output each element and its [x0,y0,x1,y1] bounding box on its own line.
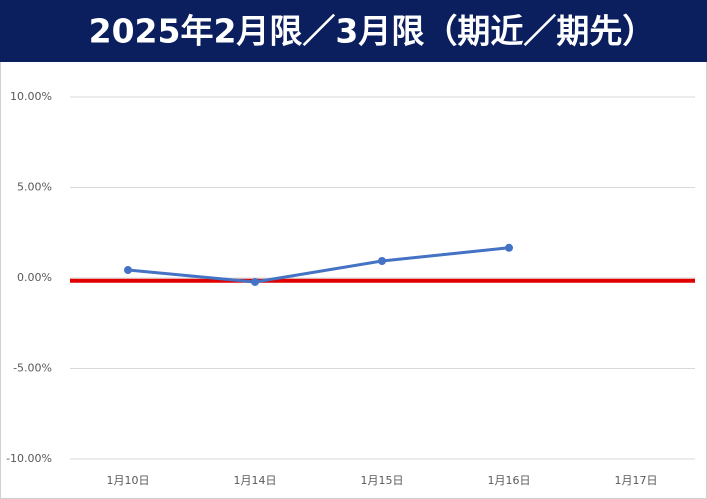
y-tick-label: -10.00% [6,452,52,465]
x-tick-label: 1月15日 [361,474,404,487]
title-bar [0,0,707,62]
series-line [127,246,510,284]
y-tick-label: 10.00% [10,90,52,103]
y-tick-label: -5.00% [13,362,52,375]
x-tick-label: 1月14日 [234,474,277,487]
x-tick-label: 1月17日 [615,474,658,487]
y-tick-label: 5.00% [17,181,52,194]
y-tick-label: 0.00% [17,271,52,284]
x-tick-label: 1月16日 [488,474,531,487]
data-point [378,256,386,265]
chart-title: 2025年2月限／3月限（期近／期先） [89,12,656,51]
x-tick-label: 1月10日 [107,474,150,487]
data-point [505,243,513,252]
data-point [251,277,259,286]
data-point [124,266,132,275]
